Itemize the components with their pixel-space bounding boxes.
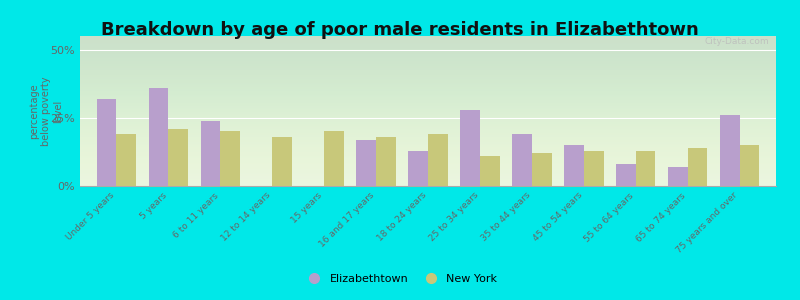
Bar — [636, 151, 655, 186]
Bar — [584, 151, 603, 186]
Bar — [460, 110, 480, 186]
Bar — [532, 153, 552, 186]
Bar — [149, 88, 168, 186]
Text: City-Data.com: City-Data.com — [705, 38, 769, 46]
Bar — [220, 131, 240, 186]
Bar — [480, 156, 500, 186]
Bar — [168, 129, 188, 186]
Bar — [512, 134, 532, 186]
Bar — [97, 99, 116, 186]
Bar — [688, 148, 707, 186]
Bar — [272, 137, 292, 186]
Bar — [720, 115, 740, 186]
Bar — [428, 134, 448, 186]
Y-axis label: percentage
below poverty
level: percentage below poverty level — [30, 76, 63, 146]
Bar — [616, 164, 636, 186]
Bar — [201, 121, 220, 186]
Bar — [376, 137, 396, 186]
Bar — [564, 145, 584, 186]
Bar — [668, 167, 688, 186]
Bar — [116, 134, 136, 186]
Text: Breakdown by age of poor male residents in Elizabethtown: Breakdown by age of poor male residents … — [101, 21, 699, 39]
Bar — [324, 131, 344, 186]
Legend: Elizabethtown, New York: Elizabethtown, New York — [298, 270, 502, 288]
Bar — [740, 145, 759, 186]
Bar — [408, 151, 428, 186]
Bar — [356, 140, 376, 186]
